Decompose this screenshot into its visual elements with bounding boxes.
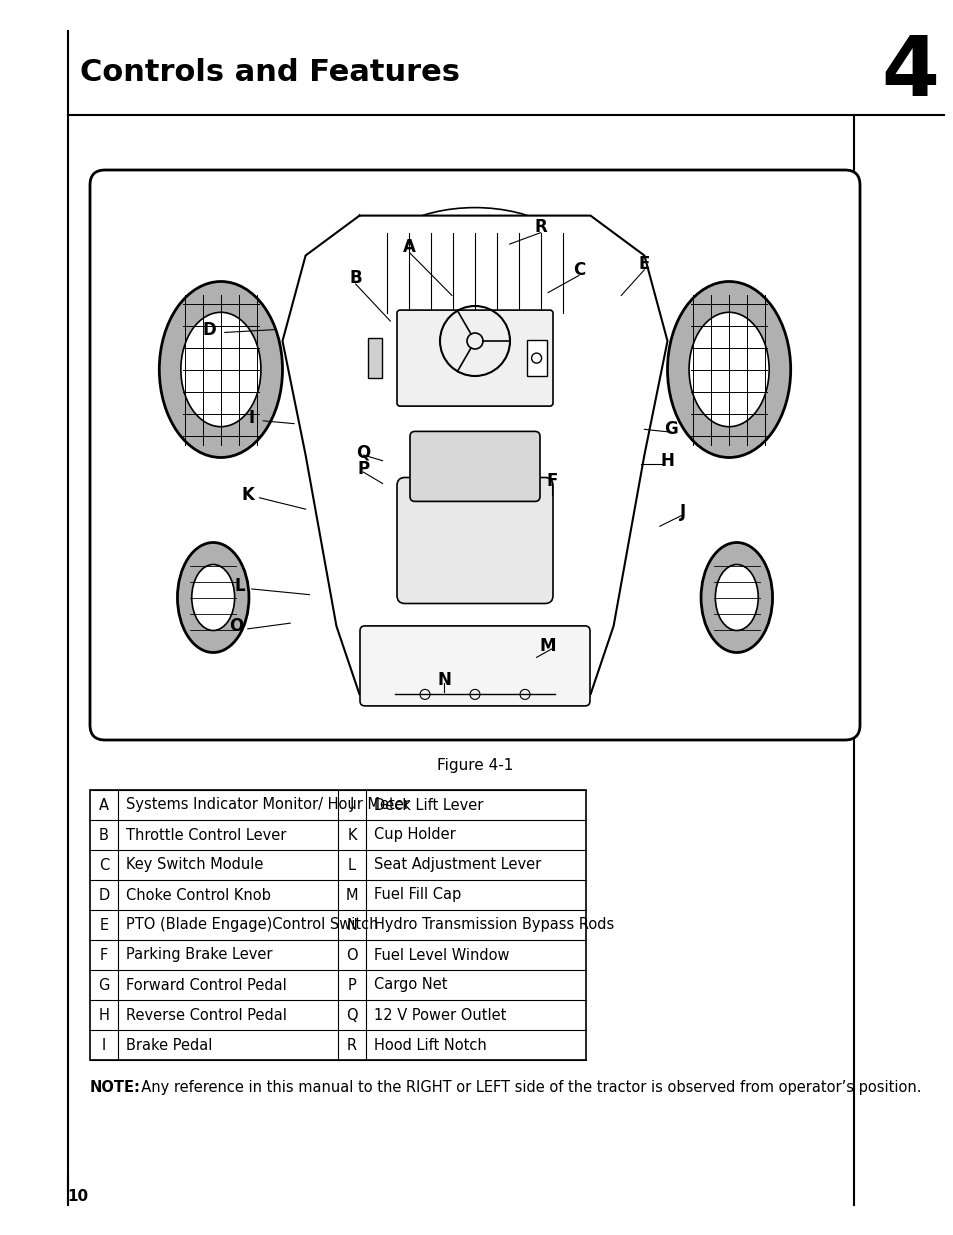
- Bar: [526, 340, 546, 377]
- Text: F: F: [546, 472, 558, 489]
- Text: K: K: [347, 827, 356, 842]
- Text: J: J: [679, 503, 685, 521]
- Polygon shape: [282, 216, 667, 694]
- Text: N: N: [346, 918, 357, 932]
- Ellipse shape: [700, 542, 772, 652]
- Ellipse shape: [192, 564, 234, 631]
- Text: C: C: [99, 857, 109, 872]
- Text: 12 V Power Outlet: 12 V Power Outlet: [374, 1008, 506, 1023]
- Text: Cargo Net: Cargo Net: [374, 977, 447, 993]
- Bar: [90, 790, 585, 1060]
- Text: I: I: [102, 1037, 106, 1052]
- Text: Hydro Transmission Bypass Rods: Hydro Transmission Bypass Rods: [374, 918, 614, 932]
- Text: M: M: [345, 888, 358, 903]
- Text: K: K: [241, 485, 254, 504]
- FancyBboxPatch shape: [90, 170, 859, 740]
- Text: J: J: [350, 798, 354, 813]
- Text: R: R: [534, 219, 546, 236]
- Text: E: E: [99, 918, 109, 932]
- Text: A: A: [403, 238, 416, 256]
- Text: M: M: [539, 637, 556, 655]
- Text: Seat Adjustment Lever: Seat Adjustment Lever: [374, 857, 540, 872]
- Text: NOTE:: NOTE:: [90, 1079, 141, 1095]
- Text: Q: Q: [355, 443, 370, 461]
- Text: O: O: [346, 947, 357, 962]
- FancyBboxPatch shape: [410, 431, 539, 501]
- Text: D: D: [98, 888, 110, 903]
- Text: L: L: [234, 577, 245, 595]
- Text: P: P: [357, 461, 369, 478]
- Text: Fuel Level Window: Fuel Level Window: [374, 947, 509, 962]
- FancyBboxPatch shape: [396, 478, 553, 604]
- Text: Fuel Fill Cap: Fuel Fill Cap: [374, 888, 460, 903]
- Text: Reverse Control Pedal: Reverse Control Pedal: [126, 1008, 287, 1023]
- Ellipse shape: [159, 282, 282, 457]
- Text: Throttle Control Lever: Throttle Control Lever: [126, 827, 286, 842]
- Text: H: H: [98, 1008, 110, 1023]
- Text: I: I: [249, 409, 254, 427]
- Text: O: O: [229, 618, 243, 635]
- Text: H: H: [659, 452, 674, 469]
- Text: Choke Control Knob: Choke Control Knob: [126, 888, 271, 903]
- Text: C: C: [572, 261, 584, 279]
- Text: 4: 4: [880, 32, 938, 112]
- Text: Q: Q: [346, 1008, 357, 1023]
- FancyBboxPatch shape: [396, 310, 553, 406]
- Ellipse shape: [667, 282, 790, 457]
- Bar: [368, 338, 381, 378]
- Text: Forward Control Pedal: Forward Control Pedal: [126, 977, 287, 993]
- Text: Parking Brake Lever: Parking Brake Lever: [126, 947, 273, 962]
- Text: Key Switch Module: Key Switch Module: [126, 857, 263, 872]
- FancyBboxPatch shape: [359, 626, 589, 706]
- Text: L: L: [348, 857, 355, 872]
- Text: R: R: [347, 1037, 356, 1052]
- Text: PTO (Blade Engage)Control Switch: PTO (Blade Engage)Control Switch: [126, 918, 378, 932]
- Ellipse shape: [177, 542, 249, 652]
- Text: Any reference in this manual to the RIGHT or LEFT side of the tractor is observe: Any reference in this manual to the RIGH…: [132, 1079, 921, 1095]
- Ellipse shape: [181, 312, 261, 427]
- Text: N: N: [436, 671, 451, 689]
- Text: E: E: [639, 256, 649, 273]
- Text: P: P: [347, 977, 356, 993]
- Text: Brake Pedal: Brake Pedal: [126, 1037, 213, 1052]
- Text: Systems Indicator Monitor/ Hour Meter: Systems Indicator Monitor/ Hour Meter: [126, 798, 410, 813]
- Text: Hood Lift Notch: Hood Lift Notch: [374, 1037, 486, 1052]
- Text: B: B: [349, 269, 361, 288]
- Text: Deck Lift Lever: Deck Lift Lever: [374, 798, 483, 813]
- Text: F: F: [100, 947, 108, 962]
- Text: 10: 10: [68, 1189, 89, 1204]
- Text: G: G: [98, 977, 110, 993]
- Text: B: B: [99, 827, 109, 842]
- Text: G: G: [664, 420, 678, 438]
- Ellipse shape: [688, 312, 768, 427]
- Text: A: A: [99, 798, 109, 813]
- Text: D: D: [202, 321, 216, 338]
- Ellipse shape: [715, 564, 758, 631]
- Text: Cup Holder: Cup Holder: [374, 827, 456, 842]
- Text: Controls and Features: Controls and Features: [80, 58, 459, 86]
- Text: Figure 4-1: Figure 4-1: [436, 758, 513, 773]
